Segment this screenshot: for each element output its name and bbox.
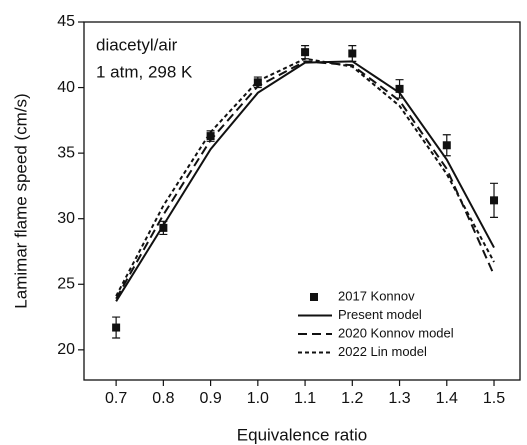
x-tick-label: 1.2 xyxy=(341,390,363,407)
y-tick-label: 45 xyxy=(57,13,75,30)
legend: 2017 Konnov Present model 2020 Konnov mode… xyxy=(298,288,454,359)
series-line xyxy=(115,60,495,302)
data-point xyxy=(159,223,168,232)
legend-label: 2017 Konnov xyxy=(338,288,415,303)
y-axis-label: Lamimar flame speed (cm/s) xyxy=(11,93,30,308)
y-tick-label: 25 xyxy=(57,275,75,292)
x-tick-label: 0.8 xyxy=(152,390,174,407)
x-tick-label: 1.5 xyxy=(483,390,505,407)
x-tick-label: 0.9 xyxy=(199,390,221,407)
series-line xyxy=(115,57,495,297)
x-tick-label: 1.3 xyxy=(388,390,410,407)
annotation: 1 atm, 298 K xyxy=(96,62,193,81)
series-line xyxy=(115,60,495,300)
annotation: diacetyl/air xyxy=(96,35,178,54)
y-tick-label: 40 xyxy=(57,79,75,96)
legend-label: 2022 Lin model xyxy=(338,344,427,359)
data-point xyxy=(490,196,499,205)
x-tick-label: 1.4 xyxy=(436,390,458,407)
x-axis-label: Equivalence ratio xyxy=(237,425,367,444)
legend-symbol xyxy=(310,293,318,301)
data-point xyxy=(348,49,357,58)
y-tick-label: 35 xyxy=(57,144,75,161)
legend-label: Present model xyxy=(338,307,422,322)
legend-label: 2020 Konnov model xyxy=(338,325,454,340)
data-point xyxy=(253,78,262,87)
data-point xyxy=(301,48,310,57)
y-tick-label: 20 xyxy=(57,341,75,358)
data-point xyxy=(206,132,215,141)
plot-frame xyxy=(83,21,521,381)
data-point xyxy=(395,84,404,93)
x-tick-label: 0.7 xyxy=(105,390,127,407)
x-tick-label: 1.1 xyxy=(294,390,316,407)
data-point xyxy=(442,141,451,150)
data-point xyxy=(112,323,121,332)
x-tick-label: 1.0 xyxy=(247,390,269,407)
y-tick-label: 30 xyxy=(57,210,75,227)
